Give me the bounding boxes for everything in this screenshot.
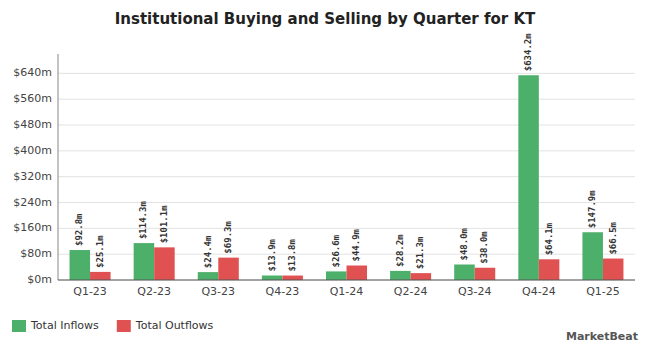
data-label: $634.2m	[523, 33, 533, 72]
y-tick-label: $480m	[13, 118, 52, 131]
legend-swatch	[12, 320, 26, 332]
data-label: $13.8m	[287, 238, 297, 271]
bar	[70, 250, 91, 280]
x-tick-label: Q4-24	[522, 285, 556, 298]
legend-label: Total Inflows	[30, 319, 99, 332]
x-tick-label: Q3-24	[458, 285, 492, 298]
grid-line	[58, 280, 635, 281]
y-tick-label: $560m	[13, 92, 52, 105]
grid	[58, 73, 635, 280]
bar	[390, 271, 411, 280]
data-label: $25.1m	[95, 235, 105, 268]
bar	[347, 266, 368, 280]
x-tick-label: Q2-23	[137, 285, 171, 298]
data-label: $69.3m	[223, 221, 233, 254]
bar	[198, 272, 219, 280]
data-label: $44.9m	[351, 228, 361, 261]
bar	[90, 272, 111, 280]
legend-swatch	[117, 320, 131, 332]
bar	[154, 247, 175, 280]
data-label: $38.0m	[479, 231, 489, 264]
bar	[539, 259, 560, 280]
x-tick-label: Q1-24	[330, 285, 364, 298]
title: Institutional Buying and Selling by Quar…	[115, 10, 536, 28]
data-label: $147.9m	[587, 190, 597, 229]
bar	[411, 273, 432, 280]
grid-line	[58, 176, 635, 177]
legend: Total Inflows Total Outflows	[12, 319, 214, 332]
y-axis-line	[58, 54, 59, 280]
data-label: $114.3m	[138, 201, 148, 240]
grid-line	[58, 73, 635, 74]
data-labels: $92.8m $114.3m $24.4m $13.9m $26.6m $28.2m $48…	[74, 33, 617, 272]
x-tick-label: Q1-25	[586, 285, 620, 298]
grid-line	[58, 150, 635, 151]
y-tick-label: $240m	[13, 196, 52, 209]
bar	[218, 258, 239, 280]
bar	[134, 243, 155, 280]
data-label: $66.5m	[608, 221, 618, 254]
x-tick-label: Q4-23	[266, 285, 300, 298]
y-tick-label: $640m	[13, 66, 52, 79]
bar	[518, 75, 539, 280]
y-tick-label: $160m	[13, 221, 52, 234]
data-label: $13.9m	[267, 238, 277, 271]
x-tick-label: Q1-23	[73, 285, 107, 298]
bar	[326, 271, 347, 280]
grid-line	[58, 125, 635, 126]
bar	[475, 268, 496, 280]
grid-line	[58, 99, 635, 100]
y-tick-label: $400m	[13, 144, 52, 157]
bar	[262, 276, 283, 280]
data-label: $92.8m	[74, 213, 84, 246]
bar	[454, 265, 475, 280]
x-tick-label: Q3-23	[201, 285, 235, 298]
data-label: $64.1m	[544, 222, 554, 255]
bars	[70, 75, 624, 280]
y-tick-label: $0m	[27, 273, 52, 286]
bar	[603, 259, 624, 280]
bar	[282, 276, 303, 280]
data-label: $24.4m	[203, 235, 213, 268]
data-label: $26.6m	[331, 234, 341, 267]
data-label: $48.0m	[459, 227, 469, 260]
bar	[582, 232, 603, 280]
legend-label: Total Outflows	[135, 319, 214, 332]
y-tick-label: $320m	[13, 170, 52, 183]
y-tick-label: $80m	[20, 247, 52, 260]
annotation: MarketBeat	[566, 330, 638, 343]
data-label: $28.2m	[395, 234, 405, 267]
x-axis-line	[58, 280, 635, 281]
chart: Institutional Buying and Selling by Quar…	[0, 0, 650, 350]
data-label: $101.1m	[159, 205, 169, 244]
x-tick-label: Q2-24	[394, 285, 428, 298]
data-label: $21.3m	[415, 236, 425, 269]
